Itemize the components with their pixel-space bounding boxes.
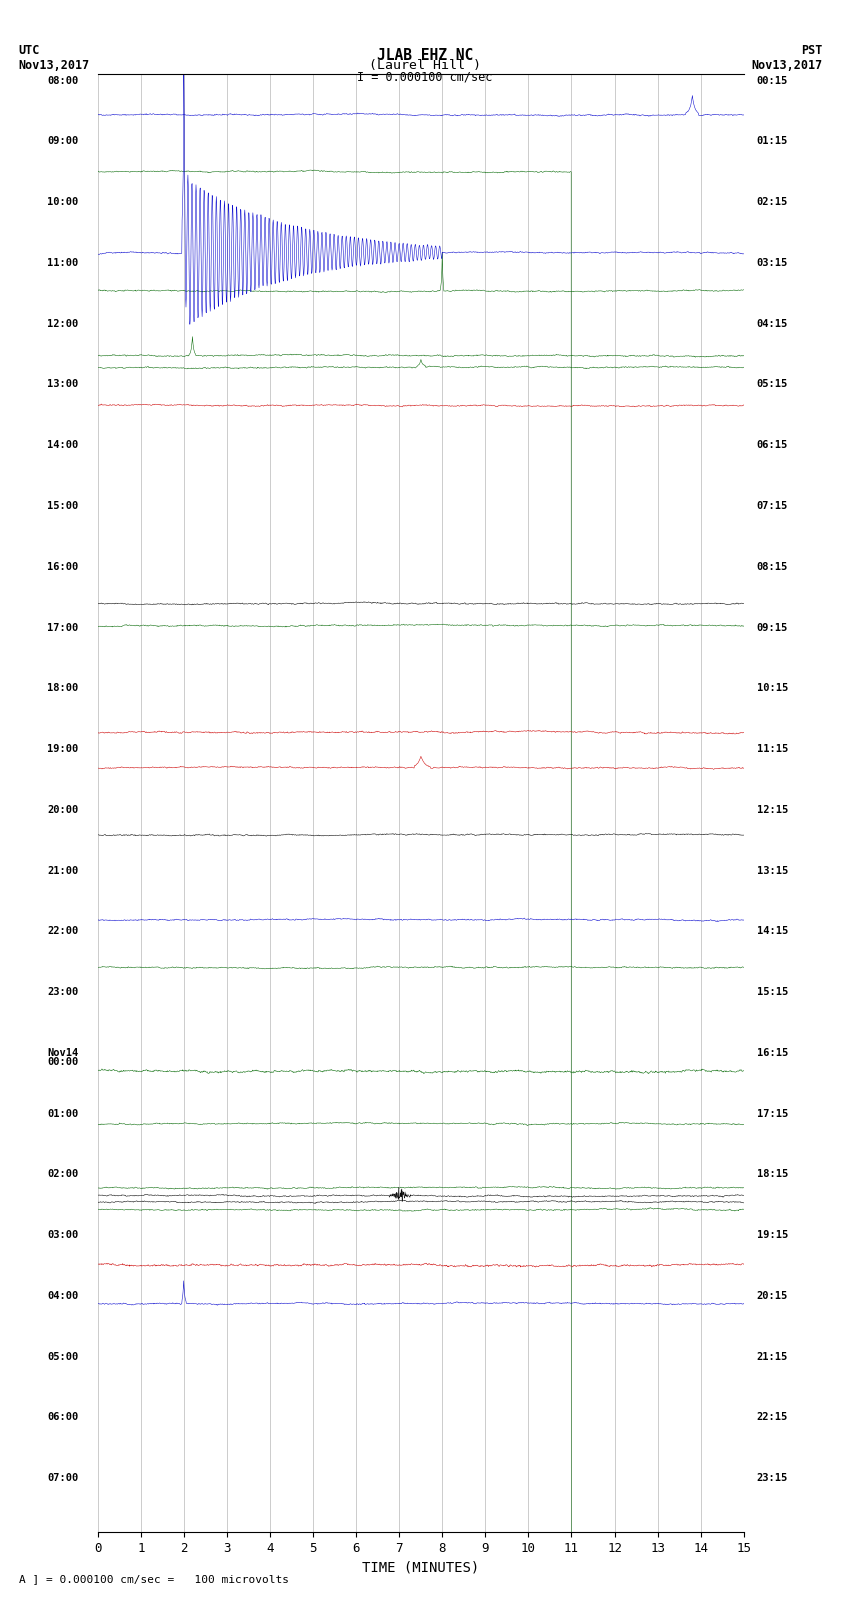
Text: 19:00: 19:00 (47, 744, 78, 753)
Text: 05:15: 05:15 (756, 379, 788, 389)
Text: 23:00: 23:00 (47, 987, 78, 997)
Text: 00:15: 00:15 (756, 76, 788, 85)
Text: 01:00: 01:00 (47, 1108, 78, 1118)
Text: 14:00: 14:00 (47, 440, 78, 450)
Text: 06:15: 06:15 (756, 440, 788, 450)
Text: 21:00: 21:00 (47, 866, 78, 876)
Text: 14:15: 14:15 (756, 926, 788, 936)
Text: 01:15: 01:15 (756, 137, 788, 147)
Text: I = 0.000100 cm/sec: I = 0.000100 cm/sec (357, 71, 493, 84)
Text: 23:15: 23:15 (756, 1473, 788, 1482)
Text: 11:00: 11:00 (47, 258, 78, 268)
Text: 12:00: 12:00 (47, 319, 78, 329)
Text: 13:00: 13:00 (47, 379, 78, 389)
Text: A ] = 0.000100 cm/sec =   100 microvolts: A ] = 0.000100 cm/sec = 100 microvolts (19, 1574, 289, 1584)
Text: 22:00: 22:00 (47, 926, 78, 936)
Text: 18:15: 18:15 (756, 1169, 788, 1179)
Text: UTC
Nov13,2017: UTC Nov13,2017 (19, 44, 90, 71)
Text: 16:15: 16:15 (756, 1048, 788, 1058)
Text: PST
Nov13,2017: PST Nov13,2017 (751, 44, 823, 71)
Text: 12:15: 12:15 (756, 805, 788, 815)
Text: 13:15: 13:15 (756, 866, 788, 876)
Text: 08:00: 08:00 (47, 76, 78, 85)
Text: (Laurel Hill ): (Laurel Hill ) (369, 58, 481, 73)
Text: 15:00: 15:00 (47, 502, 78, 511)
Text: 11:15: 11:15 (756, 744, 788, 753)
X-axis label: TIME (MINUTES): TIME (MINUTES) (362, 1561, 479, 1574)
Text: 07:15: 07:15 (756, 502, 788, 511)
Text: 05:00: 05:00 (47, 1352, 78, 1361)
Text: 17:00: 17:00 (47, 623, 78, 632)
Text: Nov14
00:00: Nov14 00:00 (47, 1048, 78, 1068)
Text: 10:15: 10:15 (756, 684, 788, 694)
Text: 19:15: 19:15 (756, 1231, 788, 1240)
Text: 17:15: 17:15 (756, 1108, 788, 1118)
Text: 10:00: 10:00 (47, 197, 78, 206)
Text: 16:00: 16:00 (47, 561, 78, 571)
Text: 06:00: 06:00 (47, 1413, 78, 1423)
Text: 07:00: 07:00 (47, 1473, 78, 1482)
Text: 21:15: 21:15 (756, 1352, 788, 1361)
Text: 22:15: 22:15 (756, 1413, 788, 1423)
Text: 20:00: 20:00 (47, 805, 78, 815)
Text: 15:15: 15:15 (756, 987, 788, 997)
Text: 08:15: 08:15 (756, 561, 788, 571)
Text: JLAB EHZ NC: JLAB EHZ NC (377, 47, 473, 63)
Text: 09:00: 09:00 (47, 137, 78, 147)
Text: 04:00: 04:00 (47, 1290, 78, 1300)
Text: 03:00: 03:00 (47, 1231, 78, 1240)
Text: 03:15: 03:15 (756, 258, 788, 268)
Text: 04:15: 04:15 (756, 319, 788, 329)
Text: 20:15: 20:15 (756, 1290, 788, 1300)
Text: 02:15: 02:15 (756, 197, 788, 206)
Text: 09:15: 09:15 (756, 623, 788, 632)
Text: 02:00: 02:00 (47, 1169, 78, 1179)
Text: 18:00: 18:00 (47, 684, 78, 694)
